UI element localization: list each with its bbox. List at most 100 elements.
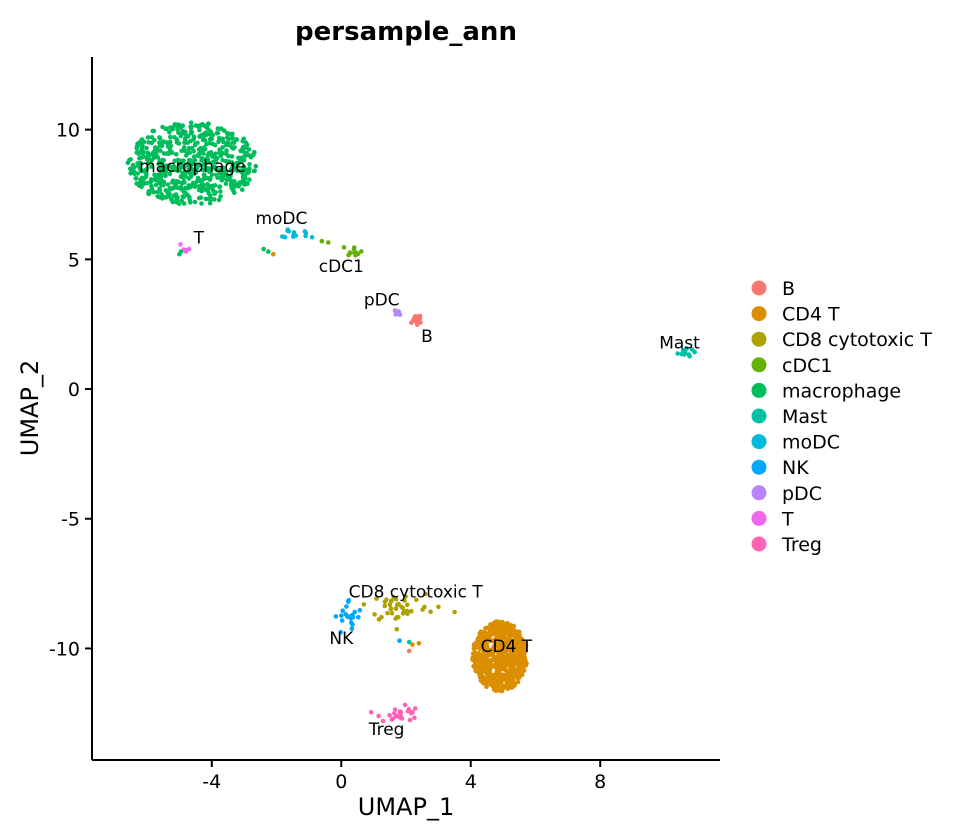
point-cd8-cytotoxic-t (374, 596, 379, 601)
point-cd8-cytotoxic-t (436, 604, 441, 610)
point-macrophage (132, 171, 137, 177)
point-macrophage (201, 136, 206, 142)
point-cd8-cytotoxic-t (414, 597, 419, 603)
point-cd4-t (483, 653, 489, 659)
point-cd4-t (519, 672, 525, 677)
point-treg (368, 709, 374, 715)
point-macrophage (174, 179, 180, 184)
point-macrophage (152, 189, 157, 195)
point-nk (339, 613, 344, 618)
point-macrophage (224, 148, 229, 153)
point-cd4-t (475, 653, 481, 659)
point-mast (681, 348, 686, 353)
point-macrophage (247, 162, 252, 167)
point-cd4-t (513, 644, 518, 650)
legend-key-modc (751, 434, 767, 450)
legend-label-pdc: pDC (782, 483, 822, 505)
point-macrophage (178, 133, 184, 139)
point-macrophage (213, 166, 218, 172)
point-macrophage (227, 136, 232, 142)
point-macrophage (209, 154, 215, 159)
point-macrophage (228, 178, 234, 183)
point-macrophage (229, 185, 235, 191)
point-macrophage (230, 140, 236, 145)
point-cd8-cytotoxic-t (423, 591, 428, 597)
y-tick-label: 5 (68, 249, 80, 271)
point-cd4-t (514, 673, 520, 678)
point-cd4-t (498, 679, 503, 685)
y-tick-label: 0 (68, 379, 80, 401)
point-cd4-t (478, 657, 483, 662)
point-macrophage (190, 171, 195, 177)
point-b (417, 313, 423, 319)
point-macrophage (206, 166, 211, 171)
point-macrophage (141, 180, 147, 186)
point-cd4-t (473, 645, 479, 650)
point-macrophage (203, 196, 209, 202)
point-t (186, 246, 192, 252)
point-macrophage (160, 159, 165, 165)
point-cd4-t (477, 631, 483, 636)
point-macrophage (210, 183, 215, 189)
point-macrophage (238, 148, 243, 154)
point-cd4-t (501, 659, 506, 664)
point-macrophage (215, 130, 221, 136)
point-cd8-cytotoxic-t (452, 609, 457, 615)
point-cd4-t (489, 638, 494, 643)
point-macrophage (164, 126, 169, 131)
point-macrophage (145, 161, 151, 166)
point-cdc1 (347, 250, 353, 255)
point-macrophage (151, 128, 157, 134)
point-cdc1 (359, 249, 364, 254)
cluster-label-pdc: pDC (364, 291, 400, 311)
point-macrophage (186, 183, 191, 188)
point-macrophage (247, 177, 252, 182)
cluster-labels: macrophage CD4 T CD8 cytotoxic T NK Treg moDC… (139, 157, 700, 740)
point-macrophage (164, 165, 169, 171)
point-cd4-t (505, 623, 511, 628)
point-macrophage (212, 197, 217, 202)
point-cd4-t (505, 635, 511, 641)
point-modc (302, 229, 308, 234)
point-macrophage (245, 152, 251, 158)
point-mast (687, 353, 692, 359)
point-cd4-t (492, 644, 497, 649)
point-cd4-t (478, 643, 484, 649)
point-nk (346, 598, 352, 603)
point-macrophage (244, 142, 250, 148)
point-macrophage (165, 182, 171, 187)
point-cd4-t (477, 634, 482, 640)
point-cd8-cytotoxic-t (428, 609, 433, 615)
point-macrophage (226, 153, 231, 159)
point-macrophage (178, 159, 184, 164)
point-cd8-cytotoxic-t (399, 604, 404, 610)
point-macrophage (208, 175, 213, 181)
point-macrophage (168, 164, 173, 169)
point-cd4-t (503, 684, 509, 690)
point-macrophage (170, 127, 175, 132)
point-macrophage (234, 137, 239, 142)
point-nk (348, 616, 354, 621)
point-macrophage (161, 181, 166, 186)
point-macrophage (183, 185, 188, 191)
point-cd4-t (496, 622, 502, 627)
point-macrophage (220, 145, 225, 150)
point-macrophage (154, 145, 159, 151)
point-macrophage (229, 168, 234, 174)
point-cd8-cytotoxic-t (361, 602, 367, 607)
point-nk (397, 638, 402, 643)
point-nk (357, 608, 363, 613)
point-macrophage (246, 147, 252, 152)
point-cd4-t (521, 657, 527, 662)
point-macrophage (224, 177, 229, 182)
point-cd4-t (483, 644, 488, 650)
point-macrophage (224, 131, 230, 136)
point-macrophage (198, 123, 203, 128)
point-macrophage (183, 149, 189, 154)
point-cd4-t (472, 660, 478, 665)
legend-key-b (751, 280, 767, 296)
point-cd4-t (410, 642, 415, 647)
point-macrophage (177, 167, 182, 173)
point-macrophage (225, 140, 231, 146)
point-macrophage (236, 160, 242, 166)
